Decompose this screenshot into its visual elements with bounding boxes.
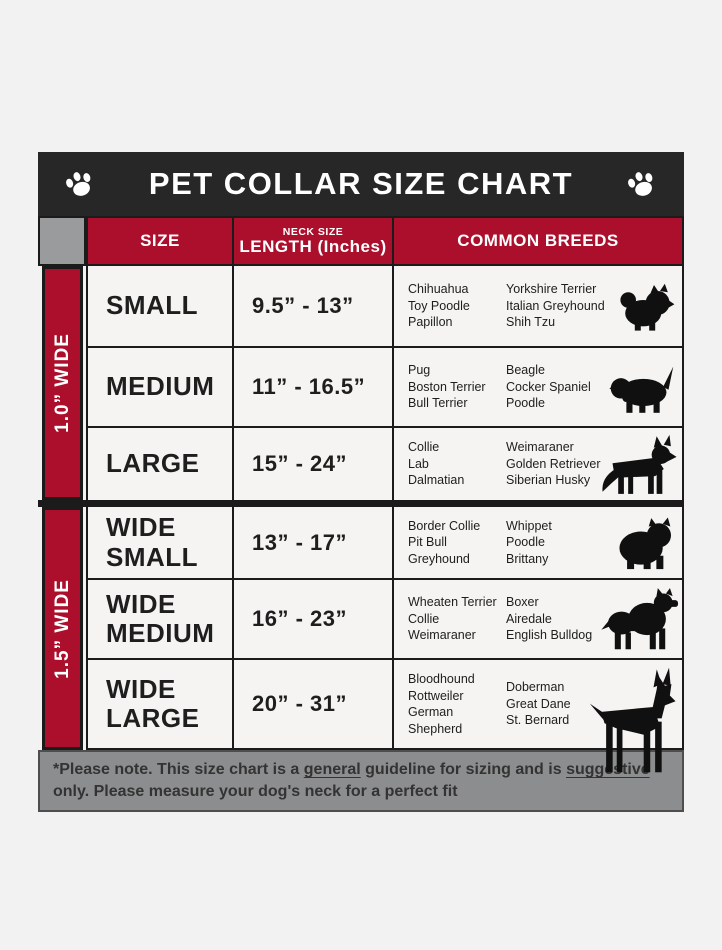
size-chart-table: SIZE NECK SIZE LENGTH (Inches) COMMON BR… [86,216,684,773]
table-row-medium-size: MEDIUM [88,348,232,426]
bulldog-dog-icon [608,511,678,575]
corner-cell [38,216,86,266]
size-value: MEDIUM [106,371,215,402]
table-row-wide-large-length: 20” - 31” [234,660,392,748]
column-header-common-breeds: COMMON BREEDS [394,218,682,264]
breed-list: Pug Boston Terrier Bull Terrier [408,363,486,411]
german-shepherd-dog-icon [594,424,678,504]
breed-list: Border Collie Pit Bull Greyhound [408,518,481,566]
size-value: LARGE [106,448,200,479]
breed-list: Bloodhound Rottweiler German Shepherd [408,672,475,736]
size-value: WIDE MEDIUM [106,588,215,648]
breed-list: Yorkshire Terrier Italian Greyhound Shih… [506,282,605,330]
breed-list: Weimaraner Golden Retriever Siberian Hus… [506,440,601,488]
pit-bull-dog-icon [600,575,678,663]
footer-underlined-word: general [303,761,361,778]
length-value: 16” - 23” [252,606,347,631]
doberman-dog-icon [580,664,678,794]
table-row-wide-small-length: 13” - 17” [234,502,392,578]
footer-note-text: only. Please measure your dog's neck for… [53,783,458,801]
table-row-large-size: LARGE [88,428,232,500]
table-row-wide-small-size: WIDE SMALL [88,502,232,578]
section-label-1-5-inch: 1.5” WIDE [51,578,73,679]
size-value: WIDE LARGE [106,673,200,733]
length-value: 20” - 31” [252,691,347,716]
paw-icon [624,167,660,201]
length-value: 15” - 24” [252,451,347,476]
width-sections-column: 1.0” WIDE 1.5” WIDE [38,216,86,750]
size-value: WIDE SMALL [106,512,199,572]
footer-note: *Please note. This size chart is a gener… [38,750,684,812]
chart-title: PET COLLAR SIZE CHART [148,166,574,201]
table-row-wide-large-size: WIDE LARGE [88,660,232,748]
table-row-wide-medium-length: 16” - 23” [234,580,392,658]
beagle-dog-icon [606,357,678,417]
size-value: SMALL [106,290,199,321]
table-row-wide-medium-size: WIDE MEDIUM [88,580,232,658]
section-bar-1-5-inch: 1.5” WIDE [42,507,83,750]
section-label-1-inch: 1.0” WIDE [51,333,73,433]
paw-icon [62,167,98,201]
column-header-neck-length: NECK SIZE LENGTH (Inches) [234,218,392,264]
table-area: 1.0” WIDE 1.5” WIDE SIZE NECK SIZE LENGT… [38,216,684,773]
breed-list: Chihuahua Toy Poodle Papillon [408,282,470,330]
breed-list: Doberman Great Dane St. Bernard [506,680,571,728]
breed-list: Whippet Poodle Brittany [506,518,552,566]
table-row-medium-breeds: Pug Boston Terrier Bull Terrier Beagle C… [394,348,682,426]
breed-list: Beagle Cocker Spaniel Poodle [506,363,591,411]
table-row-wide-large-breeds: Bloodhound Rottweiler German Shepherd Do… [394,660,682,773]
table-row-small-size: SMALL [88,266,232,346]
length-value: 9.5” - 13” [252,293,354,318]
breed-list: Collie Lab Dalmatian [408,440,465,488]
table-row-wide-small-breeds: Border Collie Pit Bull Greyhound Whippet… [394,502,682,578]
section-bar-1-inch: 1.0” WIDE [42,266,83,500]
size-chart-panel: PET COLLAR SIZE CHART 1.0” WIDE 1. [38,152,684,812]
title-bar: PET COLLAR SIZE CHART [38,152,684,216]
breed-list: Boxer Airedale English Bulldog [506,595,593,643]
pomeranian-dog-icon [612,278,678,334]
breed-list: Wheaten Terrier Collie Weimaraner [408,595,497,643]
table-row-wide-medium-breeds: Wheaten Terrier Collie Weimaraner Boxer … [394,580,682,658]
length-value: 11” - 16.5” [252,374,366,399]
table-row-large-length: 15” - 24” [234,428,392,500]
table-row-large-breeds: Collie Lab Dalmatian Weimaraner Golden R… [394,428,682,500]
length-value: 13” - 17” [252,529,347,555]
table-row-medium-length: 11” - 16.5” [234,348,392,426]
column-header-size: SIZE [88,218,232,264]
footer-note-text: guideline for sizing and is [360,761,567,778]
footer-note-text: *Please note. This size chart is a [53,761,304,778]
table-row-small-length: 9.5” - 13” [234,266,392,346]
section-divider [38,500,86,507]
table-row-small-breeds: Chihuahua Toy Poodle Papillon Yorkshire … [394,266,682,346]
